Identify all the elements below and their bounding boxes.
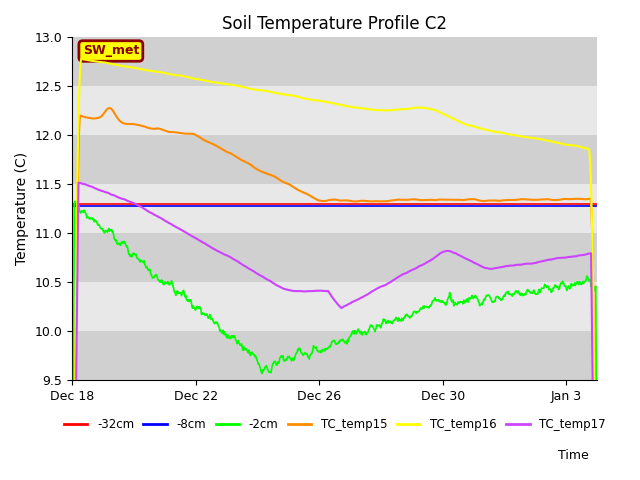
-32cm — [429, 201, 436, 207]
Legend: -32cm, -8cm, -2cm, TC_temp15, TC_temp16, TC_temp17: -32cm, -8cm, -2cm, TC_temp15, TC_temp16,… — [59, 414, 611, 436]
-2cm — [122, 243, 130, 249]
-2cm — [281, 358, 289, 364]
Bar — [72, 233, 597, 282]
-32cm — [593, 201, 601, 207]
TC_temp15 — [478, 198, 486, 204]
Line: TC_temp15: TC_temp15 — [72, 108, 597, 480]
-8cm — [281, 203, 289, 209]
-2cm — [300, 351, 308, 357]
TC_temp17 — [75, 180, 83, 186]
TC_temp16 — [281, 92, 289, 97]
Text: SW_met: SW_met — [83, 45, 139, 58]
TC_temp17 — [122, 197, 130, 203]
-8cm — [593, 203, 601, 209]
Line: -2cm: -2cm — [72, 202, 597, 480]
-32cm — [478, 201, 486, 207]
-8cm — [300, 203, 307, 209]
TC_temp17 — [429, 256, 437, 262]
TC_temp15 — [429, 197, 437, 203]
-2cm — [71, 199, 79, 204]
Text: Time: Time — [558, 449, 589, 462]
-8cm — [68, 203, 76, 209]
TC_temp15 — [281, 180, 289, 186]
TC_temp16 — [488, 128, 495, 134]
TC_temp16 — [300, 96, 308, 101]
-8cm — [478, 203, 486, 209]
Bar — [72, 282, 597, 331]
TC_temp16 — [122, 64, 130, 70]
TC_temp16 — [77, 56, 85, 62]
-2cm — [478, 302, 486, 308]
Bar — [72, 184, 597, 233]
-8cm — [429, 203, 436, 209]
Bar — [72, 86, 597, 135]
-32cm — [68, 201, 76, 207]
TC_temp17 — [478, 264, 486, 270]
TC_temp16 — [478, 126, 486, 132]
-32cm — [487, 201, 495, 207]
Line: TC_temp16: TC_temp16 — [72, 59, 597, 480]
Bar — [72, 37, 597, 86]
-2cm — [429, 298, 437, 303]
-8cm — [122, 203, 130, 209]
TC_temp17 — [300, 288, 308, 294]
Bar — [72, 331, 597, 380]
-32cm — [281, 201, 289, 207]
Bar — [72, 135, 597, 184]
TC_temp17 — [488, 266, 495, 272]
TC_temp16 — [429, 107, 437, 112]
Title: Soil Temperature Profile C2: Soil Temperature Profile C2 — [222, 15, 447, 33]
-2cm — [488, 298, 495, 304]
TC_temp15 — [300, 190, 308, 195]
TC_temp17 — [281, 286, 289, 292]
-8cm — [487, 203, 495, 209]
Line: TC_temp17: TC_temp17 — [72, 183, 597, 480]
-32cm — [122, 201, 130, 207]
-32cm — [300, 201, 307, 207]
Y-axis label: Temperature (C): Temperature (C) — [15, 152, 29, 265]
TC_temp15 — [488, 198, 495, 204]
TC_temp15 — [106, 105, 113, 111]
TC_temp15 — [122, 121, 130, 127]
